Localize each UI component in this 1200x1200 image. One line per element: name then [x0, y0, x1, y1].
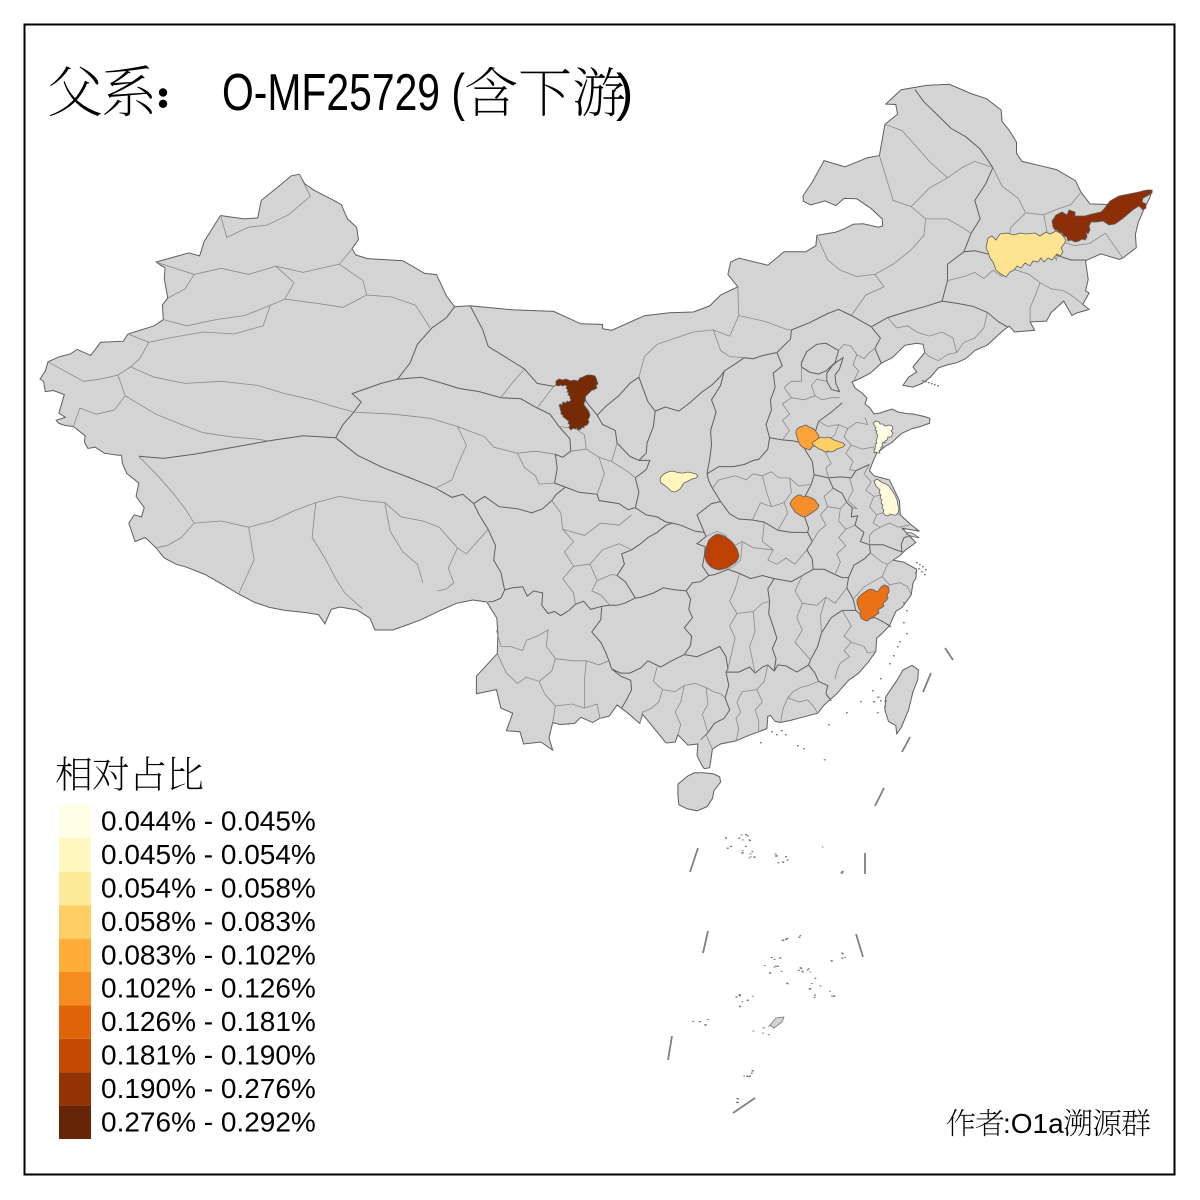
svg-text:0.181% - 0.190%: 0.181% - 0.190% [101, 1040, 316, 1071]
svg-text:0.058% - 0.083%: 0.058% - 0.083% [101, 906, 316, 937]
svg-text:O-MF25729 (: O-MF25729 ( [222, 64, 466, 122]
svg-text:0.083% - 0.102%: 0.083% - 0.102% [101, 939, 316, 970]
svg-text::O1a: :O1a [1003, 1108, 1064, 1139]
svg-text:0.045% - 0.054%: 0.045% - 0.054% [101, 839, 316, 870]
svg-text:0.054% - 0.058%: 0.054% - 0.058% [101, 873, 316, 904]
svg-text:0.102% - 0.126%: 0.102% - 0.126% [101, 973, 316, 1004]
svg-text:0.126% - 0.181%: 0.126% - 0.181% [101, 1006, 316, 1037]
svg-text:0.044% - 0.045%: 0.044% - 0.045% [101, 806, 316, 837]
svg-text:0.276% - 0.292%: 0.276% - 0.292% [101, 1106, 316, 1137]
svg-text:): ) [616, 64, 633, 122]
svg-text:0.190% - 0.276%: 0.190% - 0.276% [101, 1073, 316, 1104]
